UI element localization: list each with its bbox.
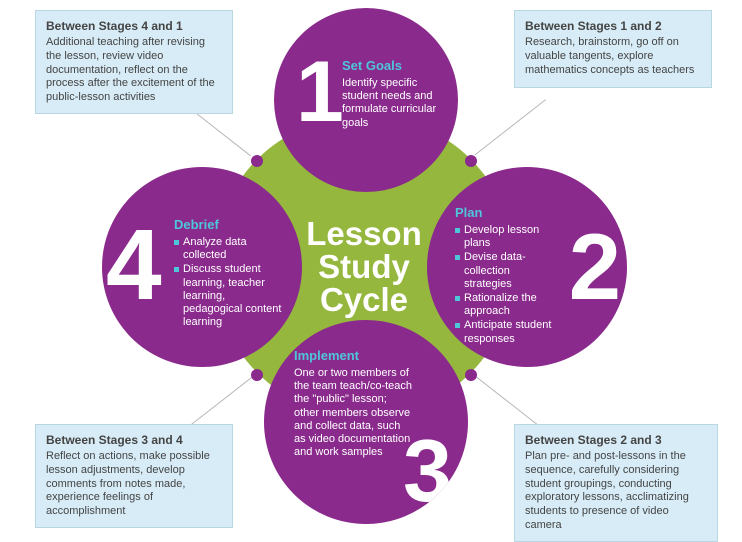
stage-3-body: Implement One or two members of the team … [294, 348, 412, 459]
connector-line [474, 99, 546, 155]
between-box-4: Between Stages 2 and 3 Plan pre- and post… [514, 424, 718, 542]
center-line2: Study [306, 250, 422, 283]
bullet-square-icon [455, 228, 460, 233]
stage-2-body: Plan Develop lesson plansDevise data-coll… [455, 205, 557, 347]
stage-4-title: Debrief [174, 217, 286, 232]
stage-2-bullet: Anticipate student responses [455, 319, 557, 345]
bullet-text: Rationalize the approach [464, 292, 557, 318]
between-text: Additional teaching after revising the l… [46, 36, 222, 105]
connector-dot [251, 155, 263, 167]
bullet-text: Develop lesson plans [464, 224, 557, 250]
bullet-text: Discuss student learning, teacher learni… [183, 263, 286, 329]
stage-2-bullet: Develop lesson plans [455, 224, 557, 250]
stage-4-bullet: Discuss student learning, teacher learni… [174, 263, 286, 329]
bullet-square-icon [455, 296, 460, 301]
between-title: Between Stages 4 and 1 [46, 19, 222, 34]
between-title: Between Stages 3 and 4 [46, 433, 222, 448]
between-title: Between Stages 2 and 3 [525, 433, 707, 448]
connector-dot [465, 155, 477, 167]
stage-2-bullet: Devise data-collection strategies [455, 251, 557, 291]
stage-3-circle: 3ImplementOne or two members of the team… [264, 320, 468, 524]
connector-dot [251, 369, 263, 381]
stage-4-bullet: Analyze data collected [174, 236, 286, 262]
stage-4-body: Debrief Analyze data collectedDiscuss stu… [174, 217, 286, 330]
stage-3-title: Implement [294, 348, 412, 363]
between-text: Reflect on actions, make possible lesson… [46, 450, 222, 519]
between-box-2: Between Stages 1 and 2 Research, brainsto… [514, 10, 712, 88]
bullet-text: Devise data-collection strategies [464, 251, 557, 291]
stage-1-desc: Identify specific student needs and form… [342, 77, 448, 130]
between-text: Plan pre- and post-lessons in the sequen… [525, 450, 707, 533]
stage-4-number: 4 [106, 225, 162, 305]
center-title: Lesson Study Cycle [306, 217, 422, 316]
connector-dot [465, 369, 477, 381]
stage-2-number: 2 [569, 229, 621, 304]
stage-1-number: 1 [296, 58, 344, 127]
center-line1: Lesson [306, 217, 422, 250]
bullet-square-icon [174, 240, 179, 245]
stage-4-circle: 4 Debrief Analyze data collectedDiscuss st… [102, 167, 302, 367]
center-line3: Cycle [306, 283, 422, 316]
bullet-square-icon [455, 255, 460, 260]
bullet-text: Anticipate student responses [464, 319, 557, 345]
stage-1-body: Set Goals Identify specific student needs… [342, 58, 448, 130]
bullet-square-icon [174, 267, 179, 272]
between-text: Research, brainstorm, go off on valuable… [525, 36, 701, 77]
stage-1-circle: 1Set Goals Identify specific student need… [274, 8, 458, 192]
bullet-square-icon [455, 323, 460, 328]
stage-1-title: Set Goals [342, 58, 448, 73]
stage-3-desc: One or two members of the team teach/co-… [294, 367, 412, 459]
stage-2-circle: 2 Plan Develop lesson plansDevise data-col… [427, 167, 627, 367]
stage-2-title: Plan [455, 205, 557, 220]
bullet-text: Analyze data collected [183, 236, 286, 262]
between-box-3: Between Stages 3 and 4 Reflect on actions… [35, 424, 233, 528]
between-box-1: Between Stages 4 and 1 Additional teachin… [35, 10, 233, 114]
between-title: Between Stages 1 and 2 [525, 19, 701, 34]
stage-2-bullet: Rationalize the approach [455, 292, 557, 318]
